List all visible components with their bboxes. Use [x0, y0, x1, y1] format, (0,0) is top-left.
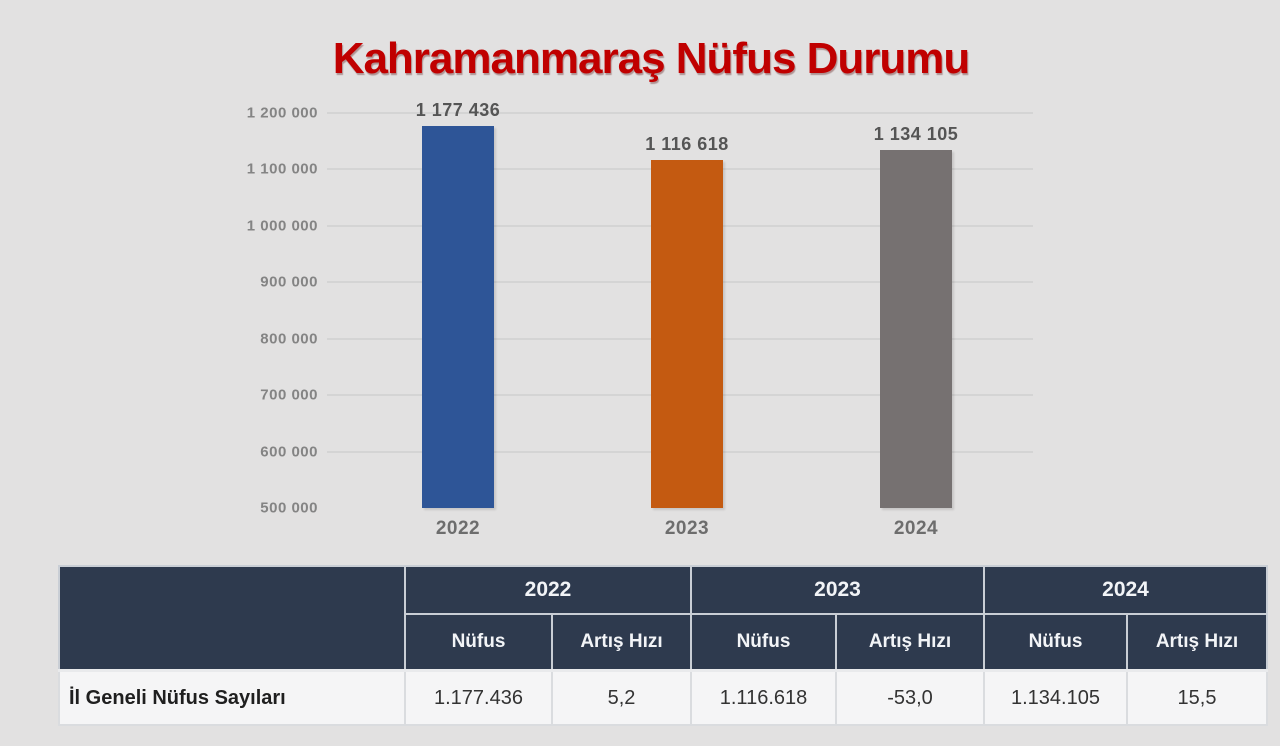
- y-axis-tick: 1 100 000: [0, 161, 1033, 178]
- table-corner-cell: [58, 565, 406, 672]
- y-axis-tick: 900 000: [0, 274, 1033, 291]
- y-axis-tick: 1 200 000: [0, 105, 1033, 122]
- cell-2023-artis-hizi: -53,0: [835, 669, 985, 726]
- y-axis-tick: 600 000: [0, 444, 1033, 461]
- year-header-2023: 2023: [690, 565, 985, 615]
- bar-value-label-2022: 1 177 436: [415, 100, 501, 120]
- x-axis-label-2024: 2024: [893, 518, 939, 539]
- y-axis-tick: 500 000: [0, 500, 1033, 517]
- y-tick-label: 1 000 000: [246, 217, 318, 235]
- bar-2024: [880, 150, 952, 508]
- y-axis-tick: 700 000: [0, 387, 1033, 404]
- y-tick-label: 1 100 000: [246, 160, 318, 178]
- y-tick-label: 700 000: [260, 386, 318, 404]
- year-header-2022: 2022: [404, 565, 692, 615]
- year-header-2024: 2024: [983, 565, 1268, 615]
- y-tick-label: 600 000: [260, 443, 318, 461]
- y-tick-label: 500 000: [260, 499, 318, 517]
- cell-2024-nufus: 1.134.105: [983, 669, 1128, 726]
- y-axis-tick: 800 000: [0, 331, 1033, 348]
- subheader-2023-nufus: Nüfus: [690, 613, 837, 672]
- subheader-2023-artis-hizi: Artış Hızı: [835, 613, 985, 672]
- bar-value-label-2023: 1 116 618: [645, 134, 729, 154]
- bar-2022: [422, 126, 494, 508]
- x-axis-label-2023: 2023: [664, 518, 710, 539]
- gridline: [327, 112, 1033, 114]
- population-table: 2022 2023 2024 Nüfus Artış Hızı Nüfus Ar…: [58, 565, 1268, 726]
- x-axis-label-2022: 2022: [435, 518, 481, 539]
- subheader-2024-nufus: Nüfus: [983, 613, 1128, 672]
- y-axis-tick: 1 000 000: [0, 218, 1033, 235]
- population-bar-chart: 1 200 000 1 100 000 1 000 000 900 000 80…: [0, 100, 1033, 539]
- cell-2022-artis-hizi: 5,2: [551, 669, 692, 726]
- cell-2024-artis-hizi: 15,5: [1126, 669, 1268, 726]
- bar-2023: [651, 160, 723, 508]
- y-tick-label: 800 000: [260, 330, 318, 348]
- table-row: İl Geneli Nüfus Sayıları 1.177.436 5,2 1…: [58, 669, 1268, 726]
- subheader-2024-artis-hizi: Artış Hızı: [1126, 613, 1268, 672]
- bar-value-label-2024: 1 134 105: [873, 124, 959, 144]
- subheader-2022-nufus: Nüfus: [404, 613, 553, 672]
- chart-title: Kahramanmaraş Nüfus Durumu: [332, 34, 971, 83]
- cell-2023-nufus: 1.116.618: [690, 669, 837, 726]
- cell-2022-nufus: 1.177.436: [404, 669, 553, 726]
- subheader-2022-artis-hizi: Artış Hızı: [551, 613, 692, 672]
- y-tick-label: 900 000: [260, 273, 318, 291]
- y-tick-label: 1 200 000: [246, 104, 318, 122]
- row-label: İl Geneli Nüfus Sayıları: [58, 669, 406, 726]
